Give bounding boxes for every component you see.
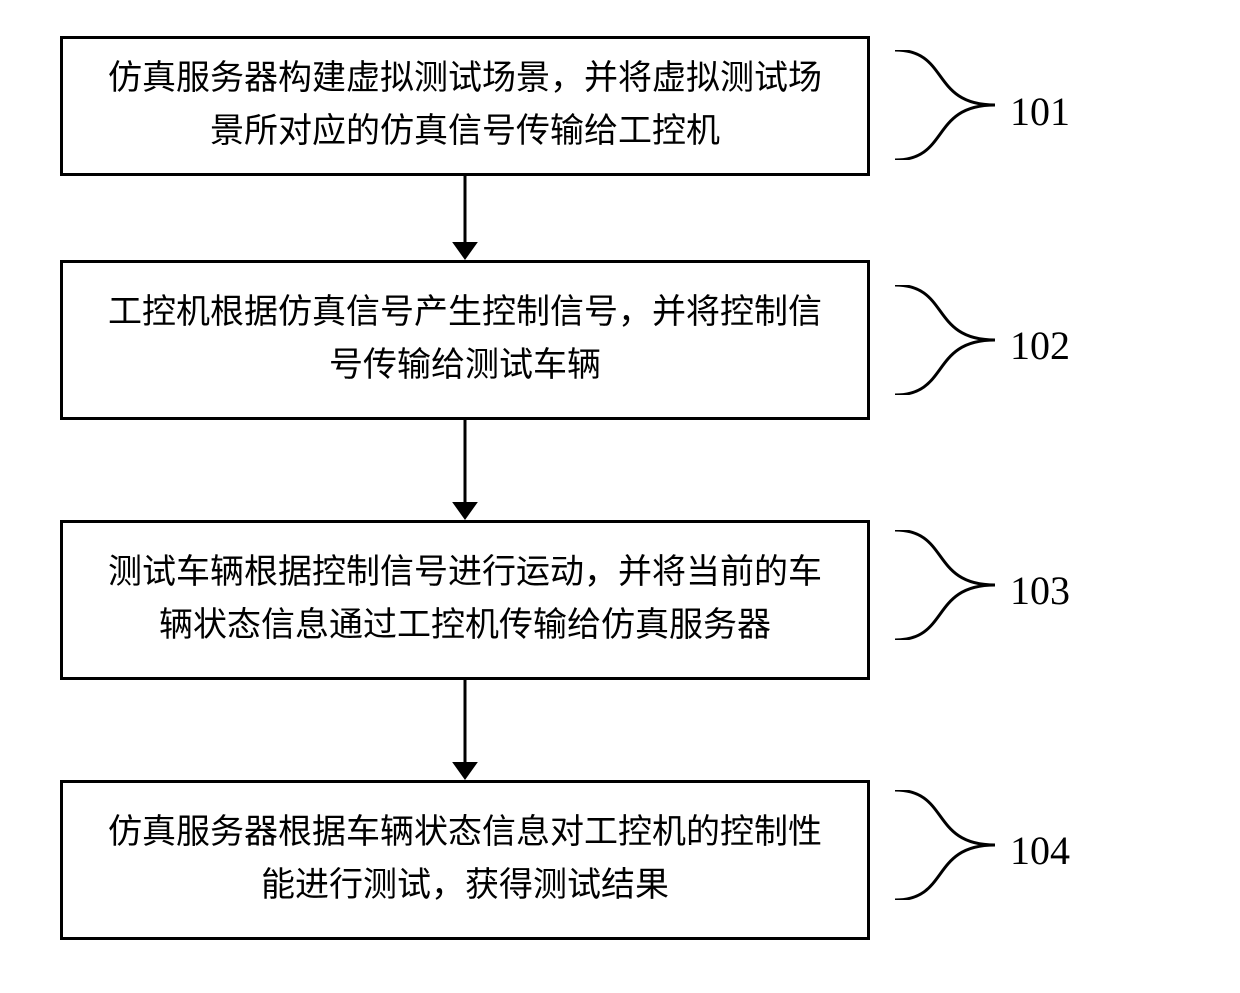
flowchart-step-n103: 测试车辆根据控制信号进行运动，并将当前的车 辆状态信息通过工控机传输给仿真服务器 (60, 520, 870, 680)
flowchart-step-text: 仿真服务器构建虚拟测试场景，并将虚拟测试场 景所对应的仿真信号传输给工控机 (108, 53, 822, 158)
flowchart-step-n104: 仿真服务器根据车辆状态信息对工控机的控制性 能进行测试，获得测试结果 (60, 780, 870, 940)
flowchart-step-number-text: 104 (1010, 827, 1070, 874)
flowchart-step-number: 102 (1010, 320, 1150, 370)
brace-icon (895, 50, 995, 160)
brace-icon (895, 285, 995, 395)
flowchart-step-number-text: 102 (1010, 322, 1070, 369)
flowchart-step-number: 101 (1010, 86, 1150, 136)
flowchart-arrow (447, 420, 483, 520)
flowchart-step-number-text: 101 (1010, 88, 1070, 135)
brace-icon (895, 530, 995, 640)
brace-icon (895, 790, 995, 900)
flowchart-step-number-text: 103 (1010, 567, 1070, 614)
flowchart-step-text: 仿真服务器根据车辆状态信息对工控机的控制性 能进行测试，获得测试结果 (108, 807, 822, 912)
flowchart-step-n101: 仿真服务器构建虚拟测试场景，并将虚拟测试场 景所对应的仿真信号传输给工控机 (60, 36, 870, 176)
flowchart-step-number: 104 (1010, 825, 1150, 875)
flowchart-arrow (447, 176, 483, 260)
flowchart-step-text: 工控机根据仿真信号产生控制信号，并将控制信 号传输给测试车辆 (108, 287, 822, 392)
flowchart-step-number: 103 (1010, 565, 1150, 615)
flowchart-step-n102: 工控机根据仿真信号产生控制信号，并将控制信 号传输给测试车辆 (60, 260, 870, 420)
flowchart-step-text: 测试车辆根据控制信号进行运动，并将当前的车 辆状态信息通过工控机传输给仿真服务器 (108, 547, 822, 652)
flowchart-arrow (447, 680, 483, 780)
flowchart-canvas: 仿真服务器构建虚拟测试场景，并将虚拟测试场 景所对应的仿真信号传输给工控机 101… (0, 0, 1240, 993)
